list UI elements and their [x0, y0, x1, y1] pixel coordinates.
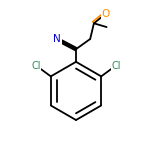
Text: Cl: Cl	[31, 61, 41, 71]
Text: Cl: Cl	[111, 61, 121, 71]
Text: O: O	[102, 9, 110, 19]
Text: N: N	[53, 35, 61, 44]
